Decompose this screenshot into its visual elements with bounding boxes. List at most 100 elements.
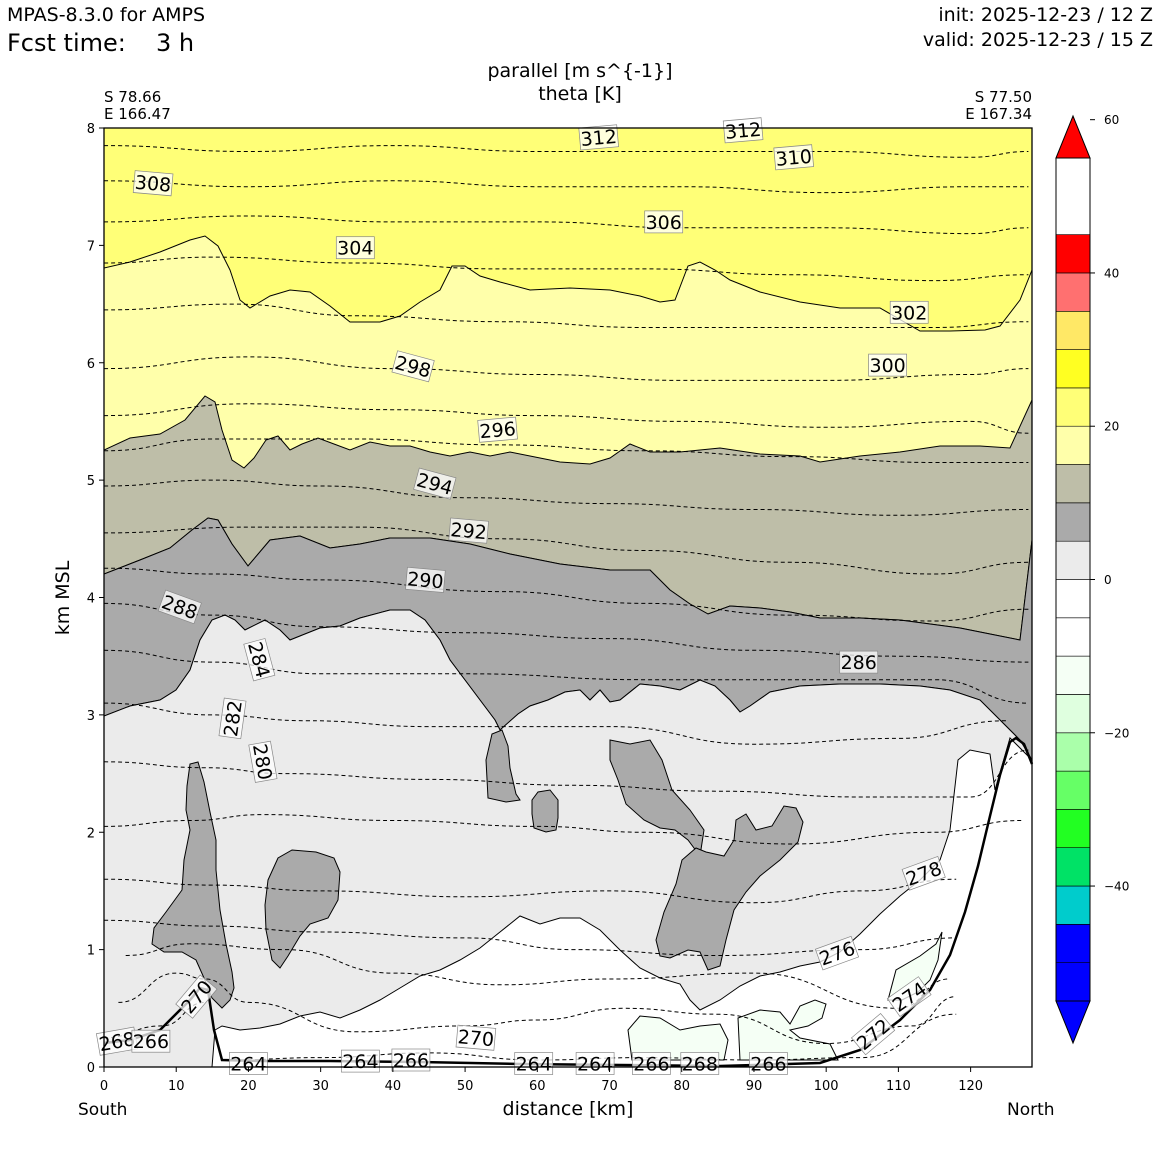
wind-region-fill (264, 849, 341, 969)
wind-region-fill (609, 739, 705, 858)
wind-region-fill (485, 729, 521, 803)
wind-region-fill (531, 789, 559, 833)
colorbar-segment (1055, 272, 1091, 312)
theta-contour-label: 266 (749, 1052, 788, 1076)
right-endpoint-lon: E 167.34 (965, 105, 1032, 123)
x-axis-south-label: South (78, 1100, 128, 1120)
colorbar-segment (1055, 847, 1091, 887)
theta-contour-300 (104, 356, 1029, 381)
wind-region-fill (627, 1015, 729, 1061)
theta-contour-label: 264 (229, 1052, 268, 1076)
x-tick-label: 120 (958, 1079, 983, 1094)
theta-contour-label: 312 (578, 124, 619, 151)
svg-text:266: 266 (633, 1054, 669, 1076)
chart-title-line2: theta [K] (538, 83, 622, 105)
y-tick-label: 6 (87, 357, 95, 372)
x-tick-label: 10 (168, 1079, 185, 1094)
theta-contour-286 (104, 649, 1029, 704)
x-tick-label: 0 (100, 1079, 108, 1094)
theta-contour-label: 264 (341, 1049, 380, 1073)
colorbar-under-triangle (1055, 1000, 1091, 1045)
svg-text:282: 282 (220, 699, 247, 738)
theta-contour-label: 286 (839, 650, 879, 674)
colorbar-segment (1055, 924, 1091, 964)
theta-contour-294 (104, 479, 1029, 516)
x-tick-label: 100 (814, 1079, 839, 1094)
theta-contour-label: 280 (248, 740, 278, 783)
colorbar-segment (1055, 962, 1091, 1002)
svg-text:304: 304 (337, 238, 373, 260)
theta-contour-label: 282 (218, 697, 247, 740)
theta-contour-label: 270 (455, 1024, 497, 1051)
forecast-time-value: 3 h (156, 29, 195, 57)
theta-contour-310 (104, 145, 1029, 158)
svg-text:286: 286 (841, 652, 877, 674)
theta-contour-label: 266 (131, 1029, 171, 1053)
theta-contour-278 (104, 878, 957, 904)
theta-contour-308 (104, 180, 1029, 194)
colorbar-segment (1055, 732, 1091, 772)
colorbar-segment (1055, 310, 1091, 350)
theta-contour-302 (104, 303, 1029, 329)
theta-contour-label: 310 (773, 144, 814, 171)
svg-text:296: 296 (479, 418, 517, 443)
x-axis-north-label: North (1007, 1100, 1055, 1120)
colorbar-tick-label: 40 (1104, 266, 1119, 280)
colorbar-segment (1055, 770, 1091, 810)
svg-text:266: 266 (750, 1054, 786, 1076)
theta-contour-282 (104, 749, 1029, 798)
theta-contour-label: 296 (477, 416, 518, 443)
theta-contour-label: 284 (243, 638, 276, 682)
theta-contour-306 (104, 215, 1029, 235)
colorbar-segment (1055, 617, 1091, 657)
colorbar-segment (1055, 809, 1091, 849)
y-tick-label: 0 (87, 1061, 95, 1076)
wind-region-fill (655, 805, 804, 971)
wind-region-fill (104, 609, 1032, 1067)
colorbar-segment (1055, 349, 1091, 389)
theta-contour-label: 264 (575, 1052, 615, 1076)
theta-contour-label: 290 (405, 566, 446, 593)
theta-contour-label: 264 (514, 1052, 554, 1076)
svg-text:264: 264 (342, 1051, 378, 1073)
svg-text:290: 290 (406, 568, 444, 593)
x-tick-label: 90 (746, 1079, 763, 1094)
colorbar-segment (1055, 694, 1091, 734)
y-tick-label: 4 (87, 592, 95, 607)
svg-text:270: 270 (457, 1026, 495, 1051)
left-endpoint-lon: E 166.47 (104, 105, 171, 123)
wind-region-fill (737, 999, 839, 1061)
svg-text:268: 268 (682, 1054, 718, 1076)
right-endpoint-lat: S 77.50 (974, 88, 1032, 106)
x-tick-label: 60 (529, 1079, 546, 1094)
x-tick-label: 20 (240, 1079, 257, 1094)
valid-time: valid: 2025-12-23 / 15 Z (922, 29, 1153, 51)
theta-contour-label: 304 (335, 236, 375, 260)
colorbar-segment (1055, 655, 1091, 695)
colorbar-segment (1055, 885, 1091, 925)
theta-contour-label: 306 (644, 210, 684, 234)
svg-text:266: 266 (393, 1050, 429, 1072)
colorbar-segment (1055, 387, 1091, 427)
x-tick-label: 50 (457, 1079, 474, 1094)
svg-text:312: 312 (580, 126, 618, 151)
svg-text:306: 306 (646, 212, 682, 234)
svg-text:266: 266 (133, 1031, 169, 1053)
theta-contour-304 (104, 256, 1029, 282)
colorbar-over-triangle (1055, 114, 1091, 159)
colorbar-tick-label: 0 (1104, 573, 1112, 587)
svg-text:264: 264 (230, 1054, 266, 1076)
y-tick-label: 1 (87, 944, 95, 959)
svg-text:300: 300 (869, 355, 905, 377)
colorbar-segment (1055, 540, 1091, 580)
svg-text:264: 264 (577, 1054, 613, 1076)
x-tick-label: 30 (312, 1079, 329, 1094)
init-time: init: 2025-12-23 / 12 Z (938, 4, 1153, 26)
x-tick-label: 70 (601, 1079, 618, 1094)
forecast-time-label: Fcst time: (7, 29, 126, 57)
theta-contour-label: 308 (132, 170, 174, 197)
colorbar-tick-label: −20 (1104, 726, 1129, 740)
x-tick-label: 80 (673, 1079, 690, 1094)
theta-contour-label: 268 (680, 1052, 720, 1076)
